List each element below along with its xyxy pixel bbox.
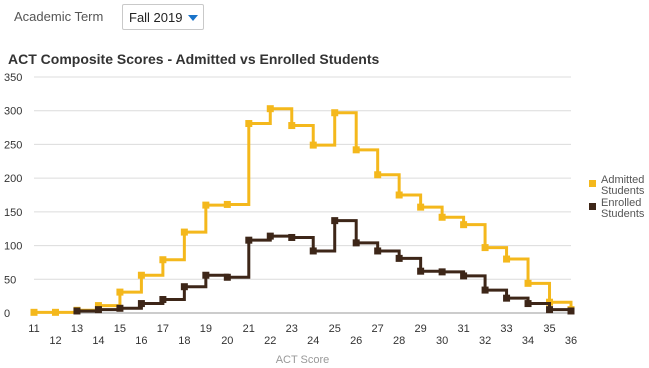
x-tick-label: 12	[49, 335, 61, 347]
data-point-admitted	[438, 213, 446, 221]
series-line-admitted	[34, 107, 573, 314]
data-point-enrolled	[460, 272, 468, 280]
x-tick-label: 27	[372, 323, 384, 335]
data-point-enrolled	[331, 217, 339, 225]
data-point-enrolled	[374, 247, 382, 255]
data-point-enrolled	[352, 239, 360, 247]
data-point-admitted	[180, 228, 188, 236]
y-tick-label: 100	[4, 241, 22, 253]
data-point-admitted	[524, 279, 532, 287]
academic-term-select[interactable]: Fall 2019	[122, 4, 204, 30]
x-tick-label: 28	[393, 335, 405, 347]
data-point-enrolled	[137, 300, 145, 308]
data-point-admitted	[352, 146, 360, 154]
x-tick-label: 21	[243, 323, 255, 335]
x-tick-label: 29	[415, 323, 427, 335]
x-tick-label: 24	[307, 335, 319, 347]
academic-term-value: Fall 2019	[129, 10, 183, 25]
data-point-admitted	[417, 203, 425, 211]
chart-title: ACT Composite Scores - Admitted vs Enrol…	[8, 51, 380, 67]
data-point-admitted	[116, 288, 124, 296]
x-tick-label: 17	[157, 323, 169, 335]
y-tick-label: 200	[4, 173, 22, 185]
data-point-enrolled	[288, 233, 296, 241]
x-axis-title: ACT Score	[276, 354, 330, 366]
y-tick-label: 50	[4, 274, 16, 286]
data-point-admitted	[288, 122, 296, 130]
data-point-enrolled	[546, 306, 554, 314]
data-point-admitted	[137, 271, 145, 279]
data-point-enrolled	[309, 247, 317, 255]
y-tick-label: 250	[4, 139, 22, 151]
data-point-admitted	[331, 109, 339, 117]
legend-label-enrolled: Enrolled Students	[601, 197, 645, 220]
data-point-enrolled	[223, 273, 231, 281]
x-tick-label: 36	[565, 335, 577, 347]
x-tick-label: 18	[178, 335, 190, 347]
data-point-enrolled	[245, 236, 253, 244]
x-tick-label: 35	[543, 323, 555, 335]
x-tick-label: 13	[71, 323, 83, 335]
y-tick-label: 350	[4, 72, 22, 84]
legend-swatch-admitted	[589, 180, 596, 187]
data-point-enrolled	[202, 271, 210, 279]
data-point-enrolled	[417, 267, 425, 275]
data-point-admitted	[266, 105, 274, 113]
x-tick-label: 11	[28, 323, 39, 335]
x-tick-label: 16	[135, 335, 147, 347]
x-tick-label: 25	[329, 323, 341, 335]
x-tick-label: 23	[286, 323, 298, 335]
x-tick-label: 34	[522, 335, 534, 347]
data-point-enrolled	[438, 268, 446, 276]
data-point-admitted	[309, 141, 317, 149]
data-point-enrolled	[481, 286, 489, 294]
legend-label-admitted: Admitted Students	[601, 174, 645, 197]
chevron-down-icon	[188, 15, 198, 21]
data-point-enrolled	[159, 296, 167, 304]
data-point-enrolled	[503, 294, 511, 302]
series-line-enrolled	[76, 219, 573, 313]
legend-swatch-enrolled	[589, 203, 596, 210]
data-point-admitted	[395, 191, 403, 199]
academic-term-label: Academic Term	[14, 9, 104, 24]
data-point-admitted	[202, 201, 210, 209]
data-point-admitted	[481, 244, 489, 252]
x-tick-label: 30	[436, 335, 448, 347]
data-point-enrolled	[524, 300, 532, 308]
data-point-admitted	[503, 255, 511, 263]
data-point-admitted	[223, 200, 231, 208]
y-tick-label: 0	[4, 308, 10, 320]
x-tick-label: 32	[479, 335, 491, 347]
x-tick-label: 33	[500, 323, 512, 335]
data-point-admitted	[30, 308, 38, 316]
data-point-admitted	[159, 256, 167, 264]
data-point-admitted	[374, 171, 382, 179]
data-point-admitted	[460, 221, 468, 229]
data-point-enrolled	[116, 304, 124, 312]
data-point-admitted	[245, 120, 253, 128]
y-tick-label: 150	[4, 207, 22, 219]
data-point-enrolled	[266, 232, 274, 240]
data-point-enrolled	[567, 307, 575, 315]
data-point-admitted	[51, 308, 59, 316]
data-point-enrolled	[395, 254, 403, 262]
data-point-enrolled	[180, 283, 188, 291]
x-tick-label: 20	[221, 335, 233, 347]
y-tick-label: 300	[4, 106, 22, 118]
x-tick-label: 15	[114, 323, 126, 335]
x-tick-label: 31	[457, 323, 469, 335]
data-point-enrolled	[73, 307, 81, 315]
data-point-admitted	[94, 302, 102, 310]
x-tick-label: 26	[350, 335, 362, 347]
x-tick-label: 14	[92, 335, 104, 347]
x-tick-label: 22	[264, 335, 276, 347]
data-point-enrolled	[94, 306, 102, 314]
x-tick-label: 19	[200, 323, 212, 335]
